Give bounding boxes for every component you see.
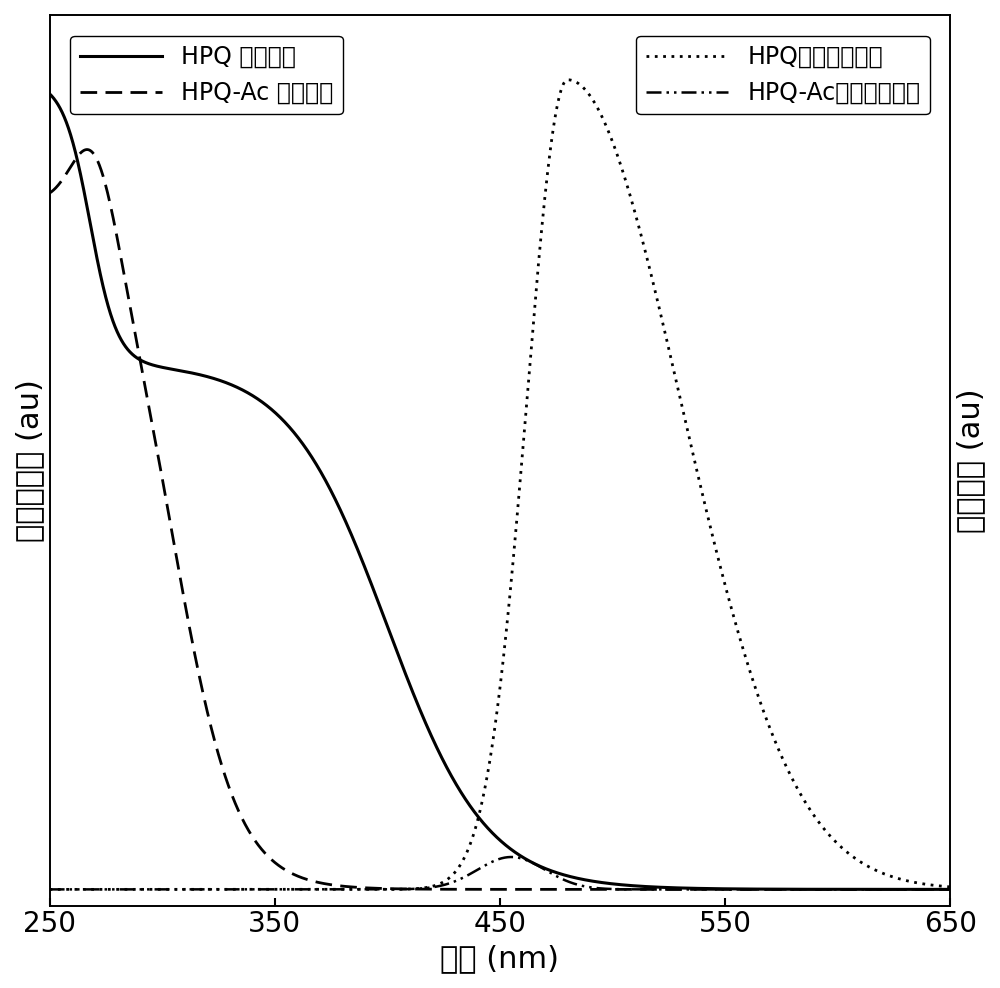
- HPQ 吸收曲线: [146, 359, 158, 370]
- HPQ 吸收曲线: [200, 370, 212, 382]
- HPQ-Ac 吸收曲线: [81, 143, 93, 155]
- HPQ-Ac 吸收曲线: [44, 187, 56, 199]
- HPQ-Ac荧光发射曲线: [146, 883, 158, 895]
- Line: HPQ-Ac 吸收曲线: HPQ-Ac 吸收曲线: [50, 149, 950, 889]
- HPQ-Ac荧光发射曲线: [944, 883, 956, 895]
- HPQ 吸收曲线: [830, 883, 842, 895]
- HPQ 吸收曲线: [944, 883, 956, 895]
- HPQ荧光发射曲线: [428, 880, 440, 892]
- HPQ荧光发射曲线: [389, 883, 401, 895]
- HPQ-Ac荧光发射曲线: [428, 881, 440, 893]
- HPQ 吸收曲线: [389, 640, 401, 652]
- HPQ-Ac 吸收曲线: [147, 420, 159, 432]
- HPQ荧光发射曲线: [200, 883, 212, 895]
- HPQ 吸收曲线: [428, 736, 440, 748]
- HPQ荧光发射曲线: [44, 883, 56, 895]
- HPQ荧光发射曲线: [830, 836, 842, 848]
- Y-axis label: 归一化吸收 (au): 归一化吸收 (au): [15, 378, 44, 541]
- HPQ-Ac荧光发射曲线: [927, 883, 939, 895]
- Y-axis label: 荧光强度 (au): 荧光强度 (au): [956, 388, 985, 533]
- HPQ-Ac 吸收曲线: [200, 700, 212, 712]
- Line: HPQ 吸收曲线: HPQ 吸收曲线: [50, 94, 950, 889]
- HPQ-Ac荧光发射曲线: [830, 883, 842, 895]
- HPQ-Ac荧光发射曲线: [505, 851, 517, 863]
- HPQ-Ac荧光发射曲线: [389, 883, 401, 895]
- HPQ荧光发射曲线: [944, 881, 956, 893]
- HPQ荧光发射曲线: [562, 74, 574, 86]
- HPQ-Ac 吸收曲线: [830, 883, 842, 895]
- Line: HPQ-Ac荧光发射曲线: HPQ-Ac荧光发射曲线: [50, 857, 950, 889]
- HPQ荧光发射曲线: [927, 879, 939, 891]
- X-axis label: 波长 (nm): 波长 (nm): [440, 944, 560, 973]
- Line: HPQ荧光发射曲线: HPQ荧光发射曲线: [50, 80, 950, 889]
- HPQ-Ac 吸收曲线: [428, 883, 440, 895]
- HPQ-Ac 吸收曲线: [927, 883, 939, 895]
- HPQ荧光发射曲线: [146, 883, 158, 895]
- HPQ-Ac荧光发射曲线: [44, 883, 56, 895]
- HPQ-Ac 吸收曲线: [389, 883, 401, 895]
- Legend: HPQ荧光发射曲线, HPQ-Ac荧光发射曲线: HPQ荧光发射曲线, HPQ-Ac荧光发射曲线: [636, 36, 930, 115]
- HPQ 吸收曲线: [927, 883, 939, 895]
- HPQ-Ac 吸收曲线: [944, 883, 956, 895]
- HPQ-Ac荧光发射曲线: [200, 883, 212, 895]
- HPQ 吸收曲线: [44, 88, 56, 100]
